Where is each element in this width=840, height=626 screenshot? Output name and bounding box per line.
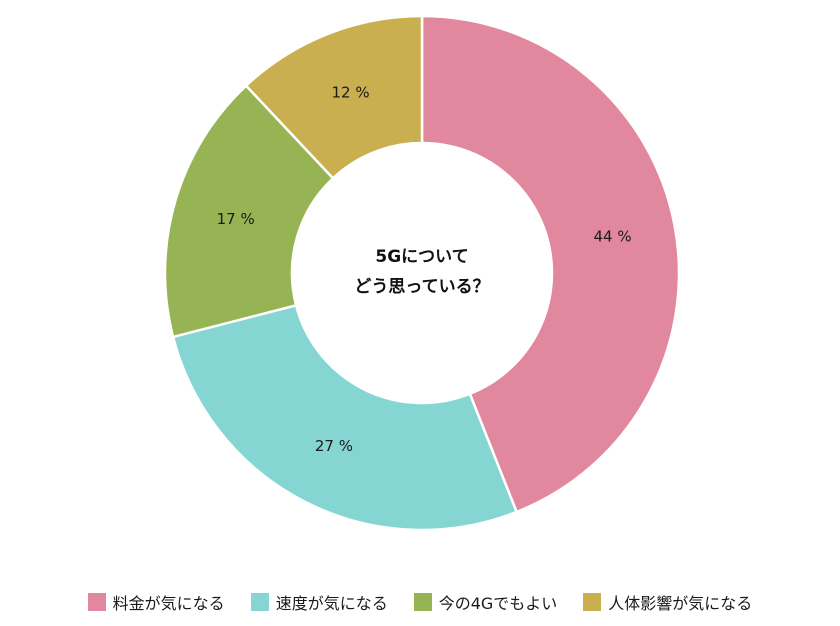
legend-item-4g-ok: 今の4Gでもよい bbox=[413, 590, 558, 614]
donut-slices bbox=[163, 14, 681, 532]
donut-slice-0 bbox=[420, 14, 681, 514]
legend-label-speed: 速度が気になる bbox=[275, 594, 388, 613]
center-title-line-1: 5Gについて bbox=[375, 247, 468, 267]
legend-swatch-4g-ok bbox=[413, 593, 432, 611]
legend-item-health: 人体影響が気になる bbox=[583, 590, 752, 614]
donut-slice-3 bbox=[244, 14, 424, 181]
slice-label-1: 27 % bbox=[315, 437, 353, 455]
legend-item-speed: 速度が気になる bbox=[250, 590, 388, 614]
legend-label-4g-ok: 今の4Gでもよい bbox=[438, 594, 558, 613]
legend-swatch-fee bbox=[87, 593, 106, 611]
center-title-line-2: どう思っている？ bbox=[354, 277, 489, 297]
donut-slice-2 bbox=[163, 83, 335, 339]
legend-swatch-speed bbox=[250, 593, 269, 611]
slice-label-3: 12 % bbox=[332, 84, 370, 102]
legend-swatch-health bbox=[583, 593, 602, 611]
legend: 料金が気になる 速度が気になる 今の4Gでもよい 人体影響が気になる bbox=[0, 586, 840, 618]
slice-labels: 44 % 27 % 17 % 12 % bbox=[217, 84, 632, 455]
slice-label-2: 17 % bbox=[217, 210, 255, 228]
legend-item-fee: 料金が気になる bbox=[87, 590, 225, 614]
legend-label-health: 人体影響が気になる bbox=[608, 594, 753, 613]
donut-chart: 44 % 27 % 17 % 12 % 5Gについて どう思っている？ bbox=[163, 14, 681, 532]
legend-label-fee: 料金が気になる bbox=[112, 594, 225, 613]
donut-slice-1 bbox=[171, 303, 519, 532]
slice-label-0: 44 % bbox=[594, 228, 632, 246]
